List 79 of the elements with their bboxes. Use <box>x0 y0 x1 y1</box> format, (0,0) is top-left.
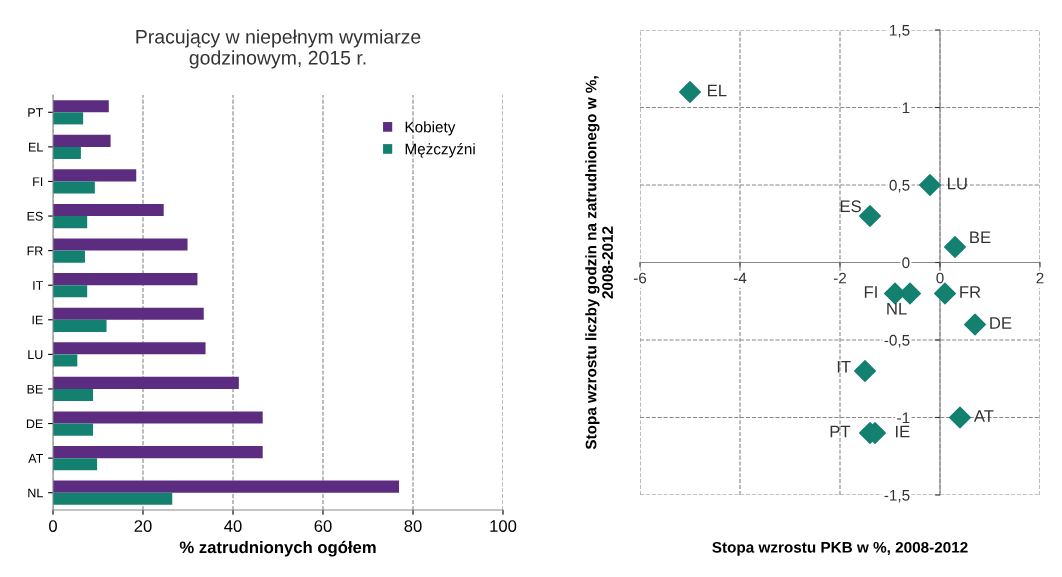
annotation: PT <box>830 425 851 438</box>
x-tick-label: 2 <box>1036 272 1044 284</box>
y-tick-label: EL <box>29 142 43 152</box>
bar <box>53 480 400 493</box>
x-tick-label: 0 <box>49 520 57 532</box>
y-tick-label: -1,5 <box>884 490 910 503</box>
point <box>934 282 956 305</box>
annotation: FI <box>864 286 877 298</box>
bar <box>53 376 239 389</box>
annotation: EL <box>708 84 727 97</box>
bar <box>53 273 198 286</box>
annotation: AT <box>973 410 994 422</box>
annotation: IT <box>837 361 851 373</box>
x-tick-label: 0 <box>936 272 944 284</box>
bar <box>53 307 204 320</box>
y-axis-title: Stopa wzrostu liczby godzin na zatrudnionego w %, 2008-2012 <box>585 76 613 450</box>
bar <box>53 285 88 298</box>
legend-label: Mężczyźni <box>405 143 475 158</box>
bar <box>53 446 263 459</box>
bar <box>53 319 107 332</box>
y-tick-label: 1,5 <box>890 25 910 38</box>
x-tick-label: -2 <box>833 272 847 284</box>
y-tick-label: AT <box>28 454 43 463</box>
bar <box>53 134 111 147</box>
point <box>919 174 941 196</box>
y-tick-label: FI <box>33 177 43 186</box>
bar <box>53 216 88 229</box>
point <box>859 205 881 227</box>
annotation: DE <box>990 317 1012 329</box>
point <box>964 313 986 336</box>
x-tick-label: 80 <box>404 520 422 532</box>
y-tick-label: -0,5 <box>884 334 910 348</box>
bar <box>53 342 206 355</box>
bar <box>53 112 84 125</box>
annotation: ES <box>840 200 861 213</box>
bar <box>53 354 78 367</box>
bar <box>53 100 109 113</box>
bar <box>53 411 263 424</box>
y-tick-label: BE <box>27 384 43 394</box>
y-tick-label: IE <box>32 315 43 325</box>
bar <box>53 492 173 505</box>
y-tick-label: 0,5 <box>889 179 910 193</box>
legend-label: Kobiety <box>405 121 456 136</box>
y-tick-label: IT <box>33 281 43 290</box>
x-tick-label: 100 <box>490 520 517 532</box>
x-tick-label: 40 <box>224 520 242 532</box>
annotation: LU <box>948 177 967 190</box>
point <box>944 236 966 258</box>
bar <box>53 388 94 402</box>
point <box>949 406 971 429</box>
y-tick-label: -1 <box>897 412 910 424</box>
y-tick-label: FR <box>27 246 43 256</box>
y-tick-label: 0 <box>902 257 910 269</box>
x-tick-label: 60 <box>314 520 332 532</box>
bar <box>53 181 95 194</box>
bar <box>53 423 94 436</box>
x-axis-title: Stopa wzrostu PKB w %, 2008-2012 <box>712 541 968 556</box>
y-tick-label: PT <box>28 108 43 117</box>
x-axis-title: % zatrudnionych ogółem <box>179 540 376 557</box>
x-tick-label: 20 <box>134 520 152 532</box>
annotation: BE <box>970 231 991 243</box>
chart-title: Pracujący w niepełnym wymiarze godzinowym, 2015 r. <box>136 29 421 69</box>
y-tick-label: DE <box>26 419 43 429</box>
point <box>679 81 701 103</box>
y-tick-label: ES <box>27 211 43 221</box>
bar <box>53 169 137 182</box>
y-tick-label: NL <box>28 488 43 498</box>
annotation: FR <box>960 286 981 298</box>
x-tick-label: -4 <box>733 272 747 284</box>
y-tick-label: 1 <box>902 102 910 114</box>
bar <box>53 146 81 159</box>
bar <box>53 250 85 263</box>
bar <box>53 458 98 471</box>
x-tick-label: -6 <box>633 272 647 284</box>
bar <box>53 203 164 217</box>
point <box>854 360 876 382</box>
y-tick-label: LU <box>28 350 43 360</box>
bar <box>53 238 188 251</box>
point <box>899 282 921 305</box>
